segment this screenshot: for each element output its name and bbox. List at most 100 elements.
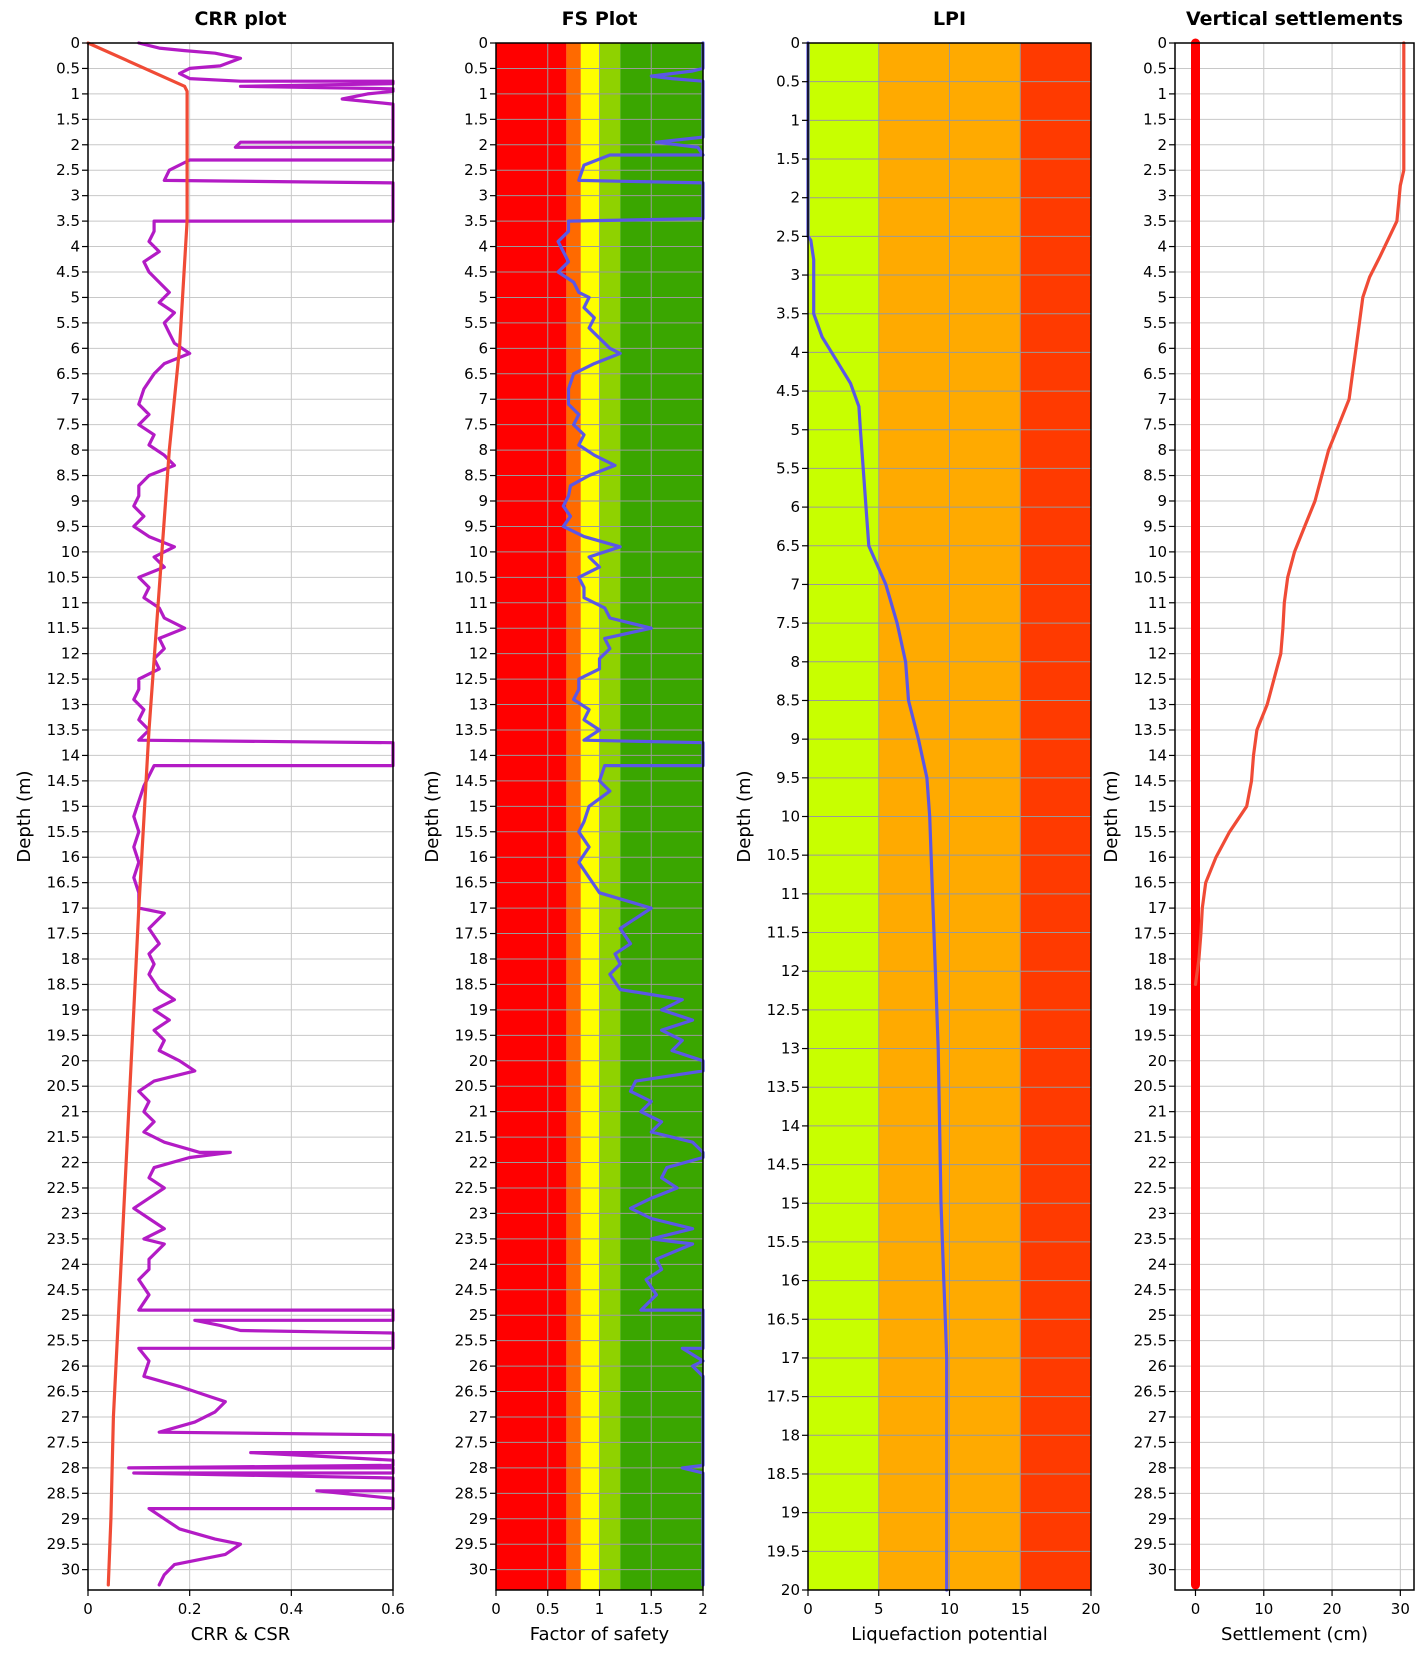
y-tick-label: 4 xyxy=(790,343,800,361)
y-tick-label: 15 xyxy=(781,1194,800,1212)
x-tick-label: 15 xyxy=(1011,1600,1030,1618)
y-tick-label: 10 xyxy=(781,808,800,826)
x-tick-label: 5 xyxy=(874,1600,884,1618)
y-tick-label: 1 xyxy=(790,111,800,129)
y-tick-label: 10.5 xyxy=(1134,568,1167,586)
y-tick-label: 9 xyxy=(790,730,800,748)
y-tick-label: 17 xyxy=(781,1349,800,1367)
y-tick-label: 16.5 xyxy=(47,874,80,892)
y-tick-label: 14.5 xyxy=(455,772,488,790)
y-tick-label: 12 xyxy=(61,645,80,663)
band-0 xyxy=(496,43,567,1590)
y-tick-label: 20.5 xyxy=(1134,1077,1167,1095)
y-tick-label: 10.5 xyxy=(455,568,488,586)
y-tick-label: 8 xyxy=(478,441,488,459)
y-tick-label: 28 xyxy=(469,1459,488,1477)
y-tick-label: 27.5 xyxy=(455,1433,488,1451)
y-tick-label: 25 xyxy=(469,1306,488,1324)
y-tick-label: 9.5 xyxy=(56,517,80,535)
y-tick-label: 10.5 xyxy=(767,846,800,864)
band-4 xyxy=(620,43,703,1590)
y-tick-label: 1.5 xyxy=(464,110,488,128)
y-tick-label: 25.5 xyxy=(455,1332,488,1350)
crr-series-1 xyxy=(86,41,189,1587)
y-tick-label: 4.5 xyxy=(56,263,80,281)
x-tick-label: 0 xyxy=(1191,1600,1201,1618)
y-tick-label: 12 xyxy=(1148,645,1167,663)
y-tick-label: 19.5 xyxy=(455,1026,488,1044)
crr-panel: 00.511.522.533.544.555.566.577.588.599.5… xyxy=(14,8,405,1645)
y-tick-label: 14 xyxy=(781,1117,800,1135)
y-tick-label: 22 xyxy=(469,1154,488,1172)
x-tick-label: 0.4 xyxy=(279,1600,303,1618)
y-tick-label: 14 xyxy=(469,746,488,764)
y-tick-label: 4 xyxy=(70,238,80,256)
y-tick-label: 2 xyxy=(790,189,800,207)
x-tick-label: 0 xyxy=(83,1600,93,1618)
y-tick-label: 14 xyxy=(1148,746,1167,764)
x-tick-label: 0 xyxy=(803,1600,813,1618)
y-tick-label: 15.5 xyxy=(1134,823,1167,841)
y-tick-label: 3 xyxy=(790,266,800,284)
y-tick-label: 18.5 xyxy=(767,1465,800,1483)
y-tick-label: 21.5 xyxy=(47,1128,80,1146)
chart-title: LPI xyxy=(933,8,966,30)
y-tick-label: 15.5 xyxy=(47,823,80,841)
y-tick-label: 13 xyxy=(781,1040,800,1058)
y-tick-label: 0 xyxy=(1157,34,1167,52)
y-tick-label: 14 xyxy=(61,746,80,764)
y-tick-label: 2 xyxy=(1157,136,1167,154)
y-tick-label: 23 xyxy=(469,1204,488,1222)
x-tick-label: 20 xyxy=(1081,1600,1100,1618)
y-tick-label: 29 xyxy=(469,1510,488,1528)
crr-series-0 xyxy=(127,41,395,1587)
y-tick-label: 26 xyxy=(61,1357,80,1375)
y-tick-label: 12.5 xyxy=(767,1001,800,1019)
y-tick-label: 5 xyxy=(1157,288,1167,306)
y-tick-label: 1.5 xyxy=(56,110,80,128)
y-tick-label: 23.5 xyxy=(455,1230,488,1248)
y-tick-label: 10 xyxy=(1148,543,1167,561)
settle-panel: 00.511.522.533.544.555.566.577.588.599.5… xyxy=(1101,8,1415,1645)
y-tick-label: 6.5 xyxy=(1143,365,1167,383)
y-tick-label: 26 xyxy=(469,1357,488,1375)
y-tick-label: 5 xyxy=(478,288,488,306)
y-tick-label: 21 xyxy=(61,1103,80,1121)
y-tick-label: 17.5 xyxy=(1134,925,1167,943)
y-tick-label: 29 xyxy=(1148,1510,1167,1528)
y-tick-label: 27.5 xyxy=(1134,1433,1167,1451)
y-tick-label: 22 xyxy=(61,1154,80,1172)
y-tick-label: 26.5 xyxy=(47,1383,80,1401)
x-tick-label: 0.2 xyxy=(178,1600,202,1618)
y-tick-label: 24.5 xyxy=(47,1281,80,1299)
y-tick-label: 11 xyxy=(781,885,800,903)
y-tick-label: 18 xyxy=(1148,950,1167,968)
lpi-series-0 xyxy=(806,41,949,1592)
y-tick-label: 21.5 xyxy=(455,1128,488,1146)
settle-series-1 xyxy=(1193,41,1406,987)
y-tick-label: 19.5 xyxy=(767,1542,800,1560)
y-tick-label: 6.5 xyxy=(464,365,488,383)
y-tick-label: 0.5 xyxy=(464,59,488,77)
y-tick-label: 12.5 xyxy=(455,670,488,688)
y-tick-label: 0 xyxy=(70,34,80,52)
y-tick-label: 10 xyxy=(61,543,80,561)
chart-title: FS Plot xyxy=(562,8,638,30)
y-tick-label: 5 xyxy=(70,288,80,306)
x-axis-label: CRR & CSR xyxy=(191,1624,291,1645)
y-tick-label: 28.5 xyxy=(47,1484,80,1502)
x-tick-label: 10 xyxy=(940,1600,959,1618)
y-tick-label: 9.5 xyxy=(1143,517,1167,535)
y-tick-label: 1 xyxy=(1157,85,1167,103)
y-tick-label: 11 xyxy=(1148,594,1167,612)
y-tick-label: 18.5 xyxy=(455,975,488,993)
y-tick-label: 7 xyxy=(1157,390,1167,408)
x-tick-label: 20 xyxy=(1323,1600,1342,1618)
y-axis-label: Depth (m) xyxy=(14,770,35,862)
fs-series-0 xyxy=(556,41,705,1587)
y-tick-label: 2.5 xyxy=(776,227,800,245)
y-tick-label: 12.5 xyxy=(47,670,80,688)
y-tick-label: 5 xyxy=(790,421,800,439)
y-tick-label: 6 xyxy=(70,339,80,357)
y-tick-label: 12.5 xyxy=(1134,670,1167,688)
